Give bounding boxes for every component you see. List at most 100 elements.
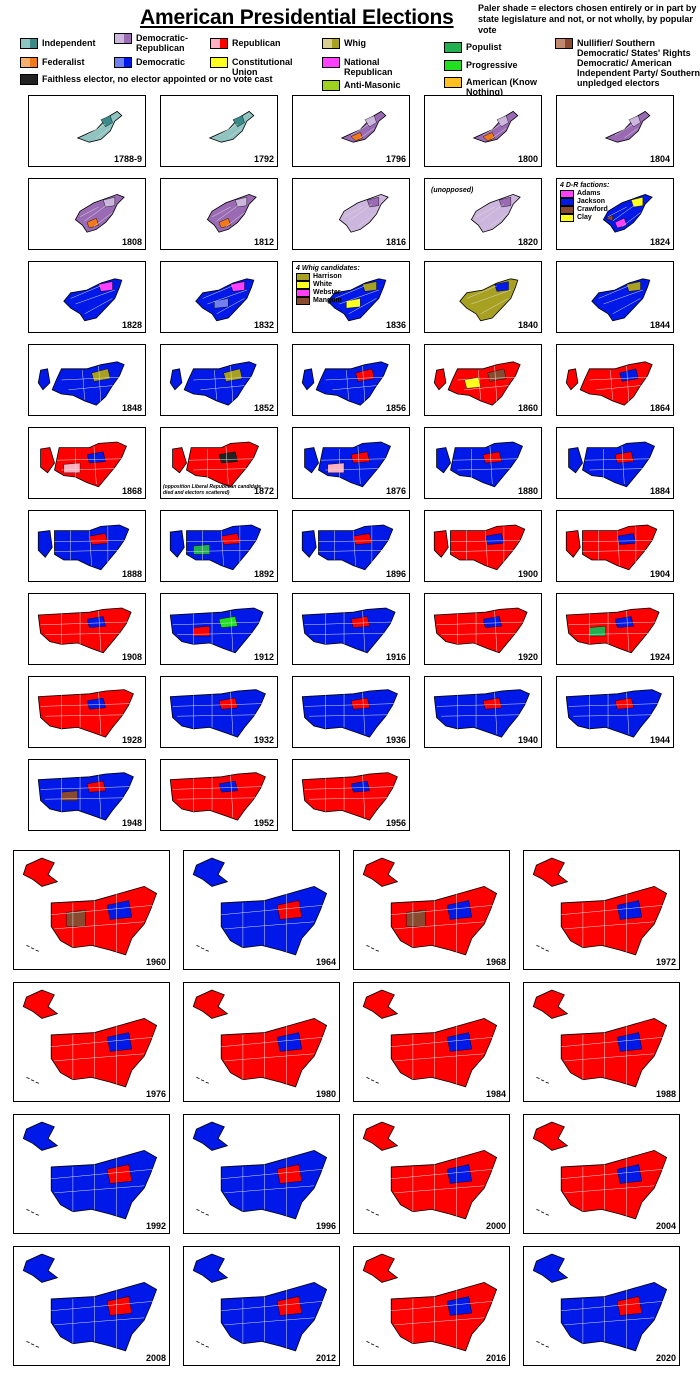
election-map-2004: 2004 <box>523 1114 680 1234</box>
election-map-1972: 1972 <box>523 850 680 970</box>
election-year: 2020 <box>655 1353 676 1363</box>
us-map <box>557 428 673 498</box>
us-map <box>29 428 145 498</box>
state-borders <box>41 692 131 734</box>
election-map-1852: 1852 <box>160 344 278 416</box>
election-year: 1948 <box>121 818 142 828</box>
election-map-1840: 1840 <box>424 261 542 333</box>
state-borders <box>305 611 393 652</box>
map-region-accent <box>277 1165 302 1184</box>
map-region-main <box>363 990 496 1087</box>
us-map <box>293 262 409 332</box>
state-borders <box>391 1157 493 1216</box>
election-map-1968: 1968 <box>353 850 510 970</box>
election-map-1800: 1800 <box>424 95 542 167</box>
map-region-accent <box>629 116 641 127</box>
map-region-main <box>474 111 518 142</box>
election-year: 1912 <box>253 652 274 662</box>
election-year: 1960 <box>145 957 166 967</box>
map-region-accent <box>627 282 641 292</box>
map-region-accent <box>589 626 605 636</box>
election-year: 1996 <box>315 1221 336 1231</box>
state-borders <box>41 611 129 652</box>
map-region-accent <box>87 698 106 709</box>
state-borders <box>321 446 386 484</box>
legend-item: Anti-Masonic <box>322 80 422 91</box>
state-borders <box>51 1289 153 1348</box>
us-map <box>557 345 673 415</box>
election-map-1952: 1952 <box>160 759 278 831</box>
election-map-1920: 1920 <box>424 593 542 665</box>
map-region-accent <box>617 1033 642 1052</box>
election-year: 1972 <box>655 957 676 967</box>
map-region-main <box>38 690 133 738</box>
legend-item: Populist <box>444 42 544 53</box>
map-region-accent <box>219 781 238 792</box>
election-year: 1828 <box>121 320 142 330</box>
us-map <box>293 179 409 249</box>
us-map <box>425 262 541 332</box>
election-map-2008: 2008 <box>13 1246 170 1366</box>
election-map-1864: 1864 <box>556 344 674 416</box>
legend-label: Democratic-Republican <box>136 33 189 53</box>
us-map <box>29 179 145 249</box>
us-map <box>425 511 541 581</box>
map-region-accent <box>214 298 228 308</box>
election-map-1988: 1988 <box>523 982 680 1102</box>
election-map-2020: 2020 <box>523 1246 680 1366</box>
legend-swatch <box>114 33 132 44</box>
map-region-accent <box>483 132 495 140</box>
election-map-1848: 1848 <box>28 344 146 416</box>
us-map <box>293 345 409 415</box>
us-map <box>425 345 541 415</box>
map-region-main <box>363 1254 496 1351</box>
legend-swatch <box>20 74 38 85</box>
state-borders <box>51 1157 153 1216</box>
panel-legend-label: White <box>313 281 333 288</box>
map-region-accent <box>219 698 238 709</box>
map-region-main <box>170 608 263 653</box>
election-map-1892: 1892 <box>160 510 278 582</box>
us-map <box>184 1247 339 1365</box>
election-year: 1836 <box>385 320 406 330</box>
state-borders <box>569 611 657 652</box>
panel-legend-label: Jackson <box>577 198 606 205</box>
map-region-accent <box>99 282 113 292</box>
legend-item: Whig <box>322 38 422 49</box>
map-region-accent <box>103 197 115 207</box>
state-borders <box>483 124 506 138</box>
state-borders <box>437 692 527 734</box>
map-region-accent <box>351 452 370 463</box>
election-year: 1848 <box>121 403 142 413</box>
map-region-main <box>342 111 386 142</box>
election-year: 1868 <box>121 486 142 496</box>
election-map-1832: 1832 <box>160 261 278 333</box>
legend-item: Federalist <box>20 57 110 68</box>
election-map-1992: 1992 <box>13 1114 170 1234</box>
panel-legend-item: Jackson <box>560 198 609 206</box>
map-region-accent <box>447 1165 472 1184</box>
us-map <box>524 1115 679 1233</box>
election-map-1984: 1984 <box>353 982 510 1102</box>
us-map <box>524 1247 679 1365</box>
map-region-accent <box>464 377 480 388</box>
state-borders <box>476 204 508 226</box>
map-region-main <box>207 194 256 232</box>
map-region-main <box>23 1254 156 1351</box>
legend-item: American (Know Nothing) <box>444 77 574 97</box>
map-region-main <box>23 990 156 1087</box>
election-map-1856: 1856 <box>292 344 410 416</box>
state-borders <box>221 1157 323 1216</box>
map-region-accent <box>351 698 370 709</box>
map-region-accent <box>235 197 247 207</box>
us-map <box>354 1115 509 1233</box>
us-map <box>29 96 145 166</box>
election-map-1836: 1836 4 Whig candidates: Harrison White Webst… <box>292 261 410 333</box>
map-region-main <box>339 194 388 232</box>
legend-label: Independent <box>42 38 96 48</box>
map-region-accent <box>495 282 509 292</box>
panel-legend: 4 Whig candidates: Harrison White Webster Ma… <box>296 265 360 305</box>
election-year: 1812 <box>253 237 274 247</box>
map-region-accent <box>351 616 370 627</box>
map-region-main <box>193 858 326 955</box>
